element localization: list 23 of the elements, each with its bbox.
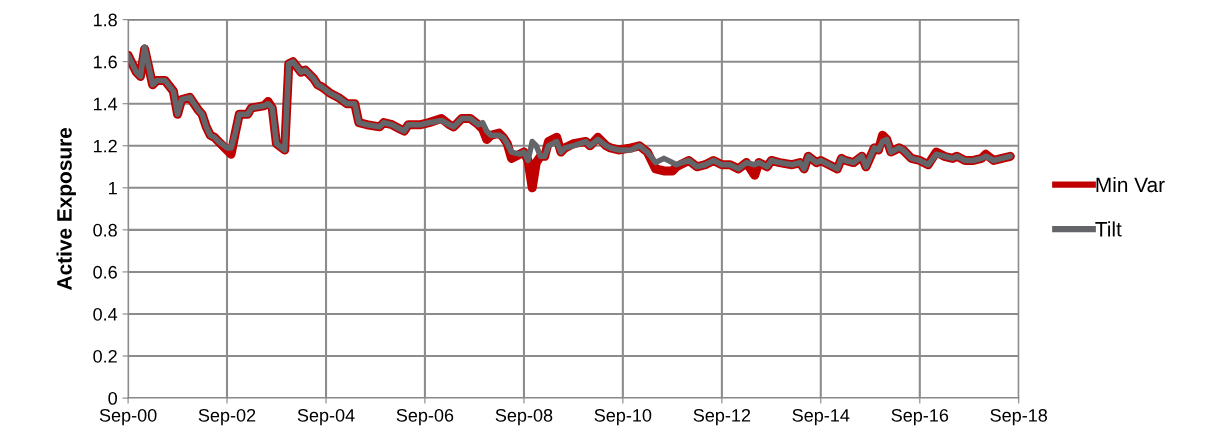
x-tick-label: Sep-08 <box>495 408 553 426</box>
legend-label: Min Var <box>1096 176 1165 193</box>
y-tick-label: 1.8 <box>93 13 117 27</box>
x-tick-label: Sep-04 <box>297 408 355 426</box>
x-tick-label: Sep-06 <box>396 408 454 426</box>
x-tick-label: Sep-14 <box>792 408 850 426</box>
y-tick-label: 1 <box>109 181 117 195</box>
y-tick-label: 0.8 <box>93 223 117 237</box>
x-tick-label: Sep-00 <box>99 408 157 426</box>
y-tick-label: 0.4 <box>93 307 118 321</box>
y-tick-label: 1.6 <box>93 55 117 69</box>
y-tick-label: 0.2 <box>93 349 117 363</box>
x-tick-label: Sep-10 <box>594 408 652 426</box>
x-tick-label: Sep-18 <box>990 408 1048 426</box>
legend-label: Tilt <box>1095 221 1122 237</box>
x-tick-label: Sep-12 <box>693 408 751 426</box>
y-tick-label: 1.4 <box>93 97 118 111</box>
x-tick-label: Sep-02 <box>198 408 256 426</box>
y-tick-label: 0 <box>108 392 117 405</box>
x-tick-label: Sep-16 <box>891 408 949 426</box>
y-axis-title: Active Exposure <box>56 127 76 290</box>
y-tick-label: 1.2 <box>93 139 117 153</box>
y-tick-label: 0.6 <box>93 265 117 279</box>
